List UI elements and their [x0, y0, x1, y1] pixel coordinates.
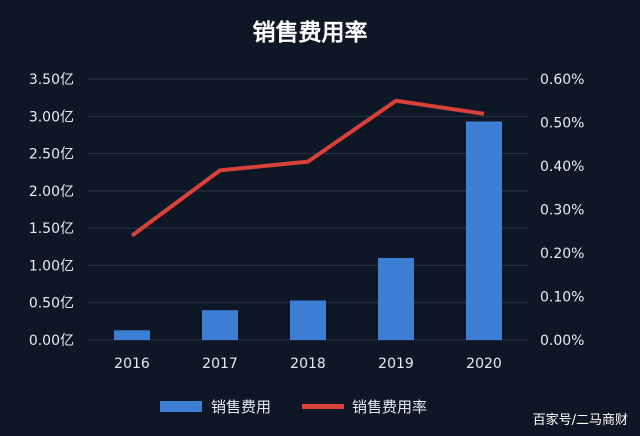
y-left-tick-label: 1.00亿: [29, 258, 74, 274]
bar-series: [114, 121, 502, 341]
line-series: [130, 98, 485, 238]
watermark: 百家号/二马商财: [533, 412, 628, 428]
legend-swatch-line: [302, 404, 344, 409]
y-left-tick-label: 2.00亿: [29, 184, 74, 200]
legend: 销售费用 销售费用率: [160, 398, 427, 416]
y-right-tick-label: 0.60%: [540, 72, 584, 88]
x-tick-label: 2019: [378, 356, 414, 372]
left-axis: 0.00亿 0.50亿 1.00亿 1.50亿 2.00亿 2.50亿 3.00亿 3.50亿: [29, 72, 74, 349]
grid: [88, 78, 528, 341]
x-axis: 2016 2017 2018 2019 2020: [114, 356, 502, 372]
y-left-tick-label: 3.00亿: [29, 109, 74, 125]
right-axis: 0.00% 0.10% 0.20% 0.30% 0.40% 0.50% 0.60%: [540, 72, 584, 349]
x-tick-label: 2017: [202, 356, 238, 372]
y-left-tick-label: 1.50亿: [29, 221, 74, 237]
legend-label-line: 销售费用率: [352, 398, 427, 416]
line-销售费用率: [130, 98, 485, 238]
x-tick-label: 2018: [290, 356, 326, 372]
x-tick-label: 2020: [466, 356, 502, 372]
bar-2018: [290, 300, 326, 340]
bar-2017: [202, 310, 238, 340]
y-right-tick-label: 0.00%: [540, 333, 584, 349]
y-left-tick-label: 2.50亿: [29, 147, 74, 163]
chart-title: 销售费用率: [253, 19, 368, 46]
y-right-tick-label: 0.50%: [540, 116, 584, 132]
bar-2016: [114, 330, 150, 340]
legend-swatch-bar: [160, 401, 202, 412]
y-left-tick-label: 3.50亿: [29, 72, 74, 88]
y-right-tick-label: 0.20%: [540, 246, 584, 262]
y-right-tick-label: 0.10%: [540, 290, 584, 306]
bar-2019: [378, 257, 414, 340]
y-right-tick-label: 0.40%: [540, 159, 584, 175]
legend-label-bar: 销售费用: [211, 398, 271, 416]
x-tick-label: 2016: [114, 356, 150, 372]
y-left-tick-label: 0.50亿: [29, 296, 74, 312]
bar-2020: [466, 121, 502, 341]
y-right-tick-label: 0.30%: [540, 203, 584, 219]
y-left-tick-label: 0.00亿: [29, 333, 74, 349]
